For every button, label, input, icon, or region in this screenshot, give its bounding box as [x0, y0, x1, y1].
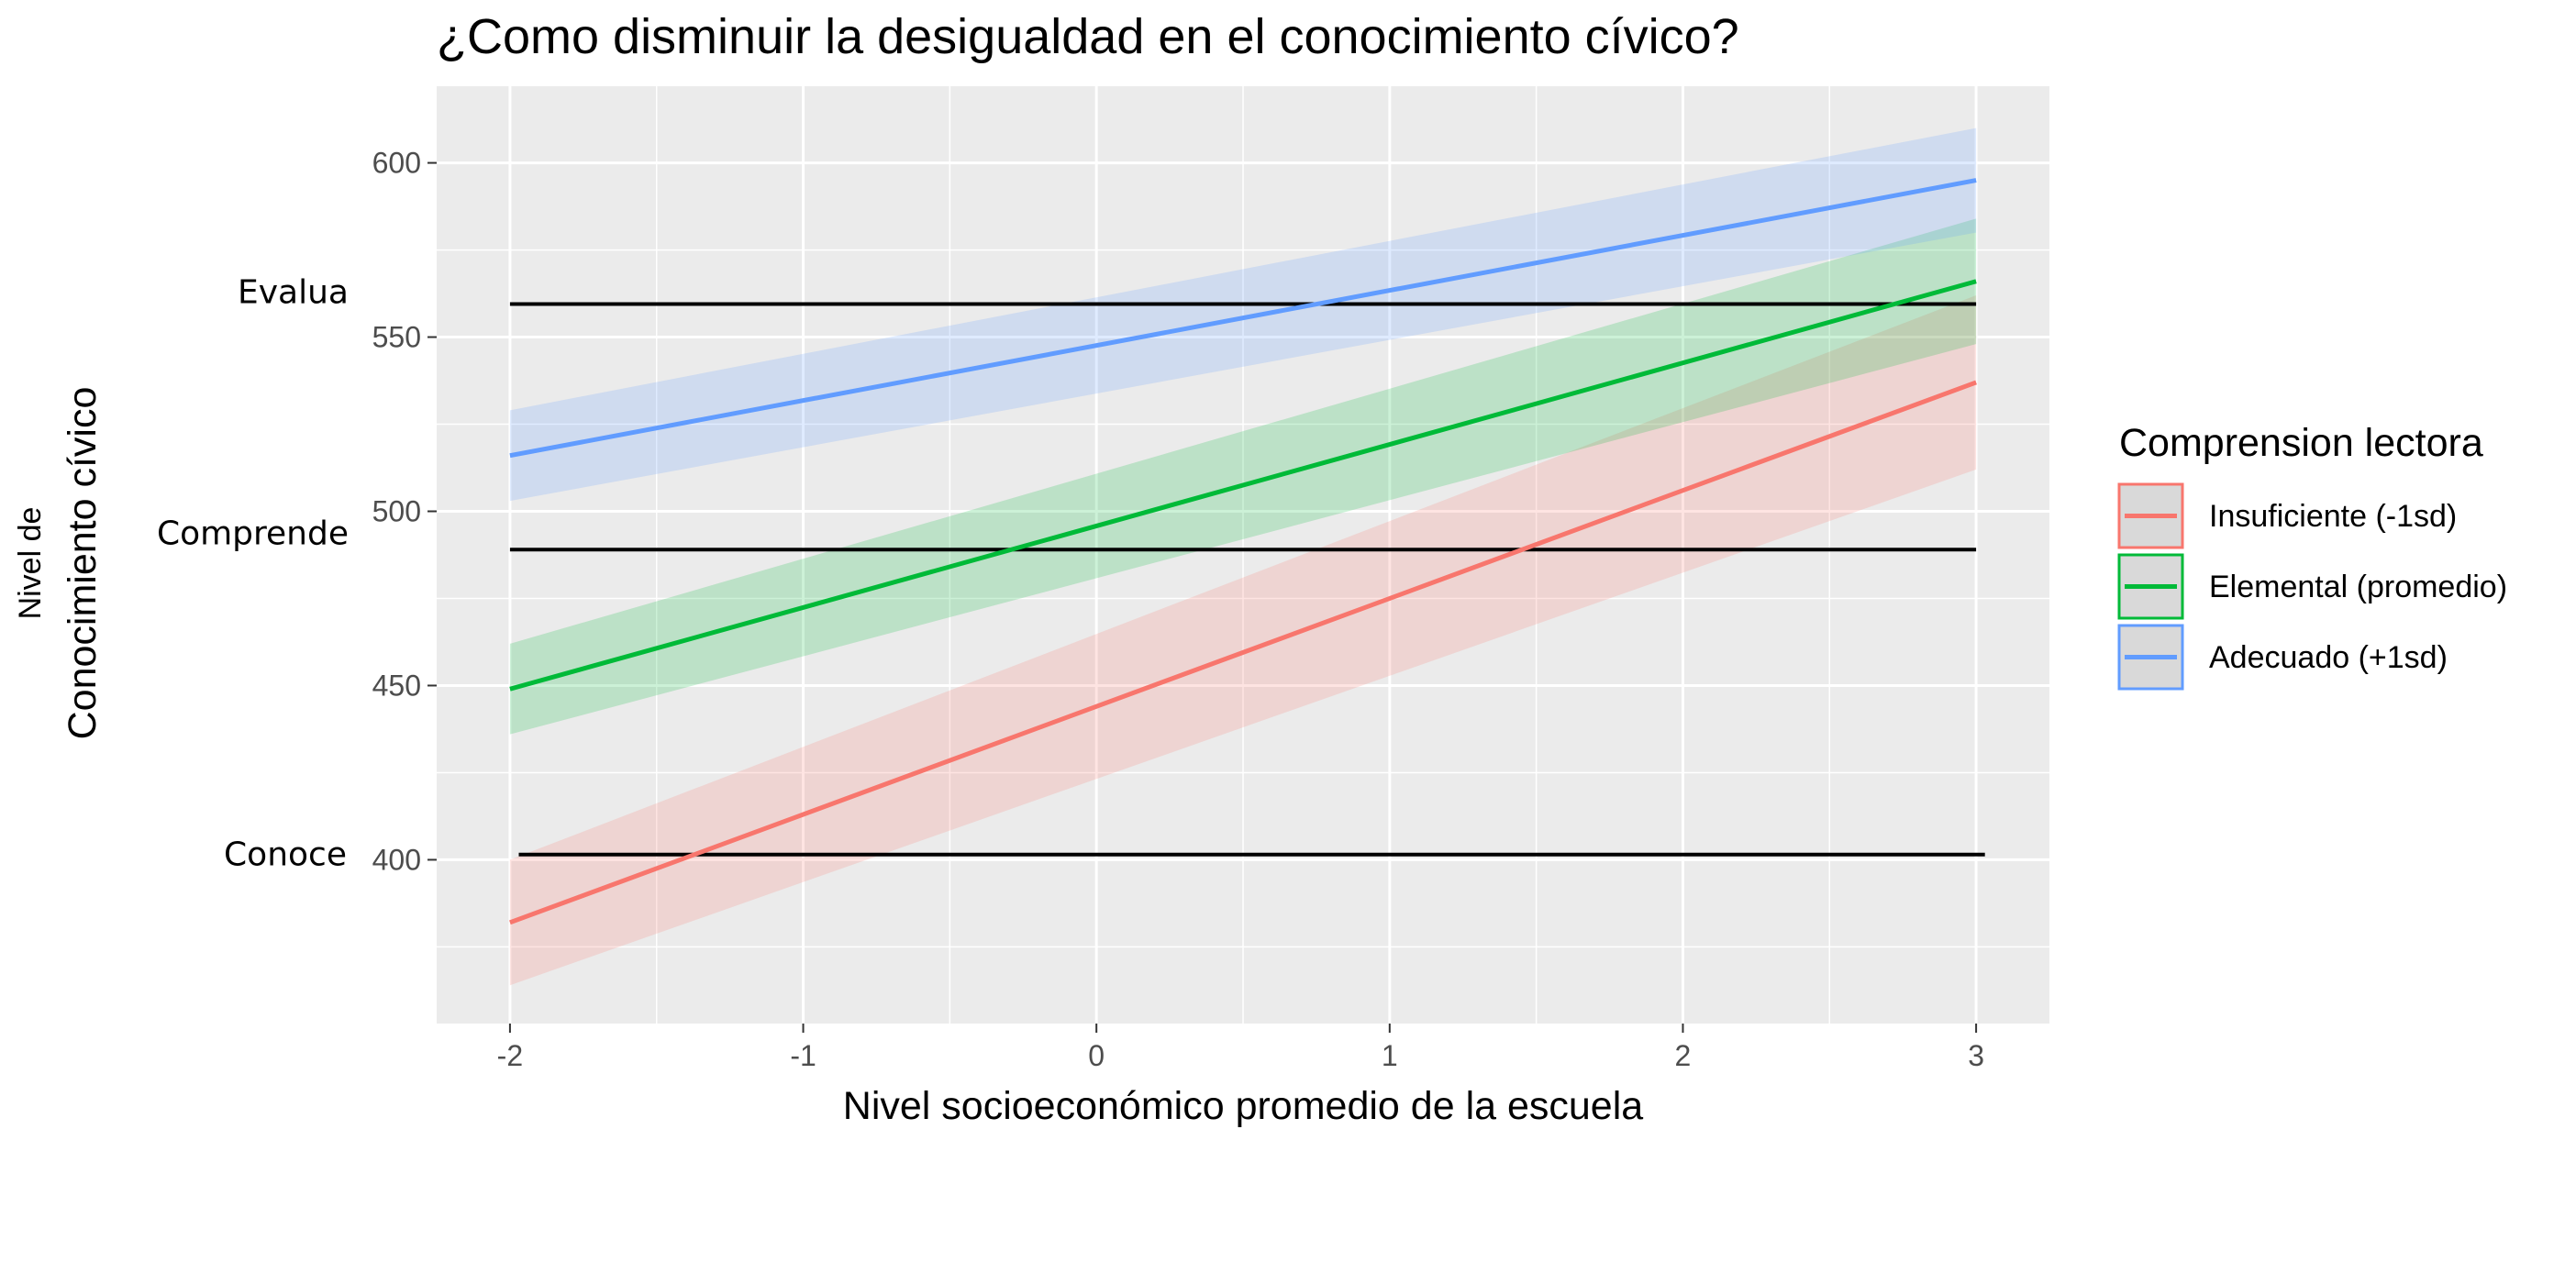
y-axis-title-line1: Nivel de [13, 507, 48, 620]
series-line-1 [509, 279, 1977, 692]
x-tick-label: 2 [1675, 1039, 1692, 1072]
minor-grid [437, 86, 2049, 1024]
legend-label-0: Insuficiente (-1sd) [2209, 499, 2457, 534]
series-line-0 [509, 380, 1977, 925]
y-tick-label: 400 [372, 843, 421, 876]
y-tick-label: 600 [372, 147, 421, 180]
ribbon-1 [509, 218, 1977, 735]
x-tick-label: 3 [1968, 1039, 1984, 1072]
ribbon-2 [509, 127, 1977, 502]
reference-lines [509, 302, 1985, 857]
reference-labels: Evalua Comprende Conoce [157, 273, 349, 873]
confidence-ribbons [509, 127, 1977, 986]
x-tick-label: -1 [790, 1039, 816, 1072]
y-axis-title-line2: Conocimiento cívico [61, 387, 105, 740]
ribbon-0 [509, 294, 1977, 986]
y-tick-label: 500 [372, 495, 421, 528]
legend-label-2: Adecuado (+1sd) [2209, 640, 2448, 675]
reference-label-0: Evalua [238, 273, 349, 311]
x-axis-ticks: -2 -1 0 1 2 3 [497, 1024, 1984, 1072]
series-lines [509, 178, 1977, 925]
chart-title: ¿Como disminuir la desigualdad en el con… [437, 9, 1739, 64]
x-tick-label: 1 [1382, 1039, 1398, 1072]
reference-label-1: Comprende [157, 515, 349, 552]
legend: Insuficiente (-1sd) Elemental (promedio) A… [2117, 482, 2507, 691]
x-tick-label: -2 [497, 1039, 523, 1072]
legend-label-1: Elemental (promedio) [2209, 570, 2507, 604]
y-axis-ticks: 400 450 500 550 600 [372, 147, 437, 876]
legend-title: Comprension lectora [2119, 421, 2483, 465]
y-tick-label: 450 [372, 669, 421, 702]
series-line-2 [509, 178, 1977, 459]
x-tick-label: 0 [1088, 1039, 1105, 1072]
y-tick-label: 550 [372, 321, 421, 354]
reference-label-2: Conoce [224, 836, 347, 874]
x-axis-title: Nivel socioeconómico promedio de la escu… [843, 1084, 1643, 1128]
